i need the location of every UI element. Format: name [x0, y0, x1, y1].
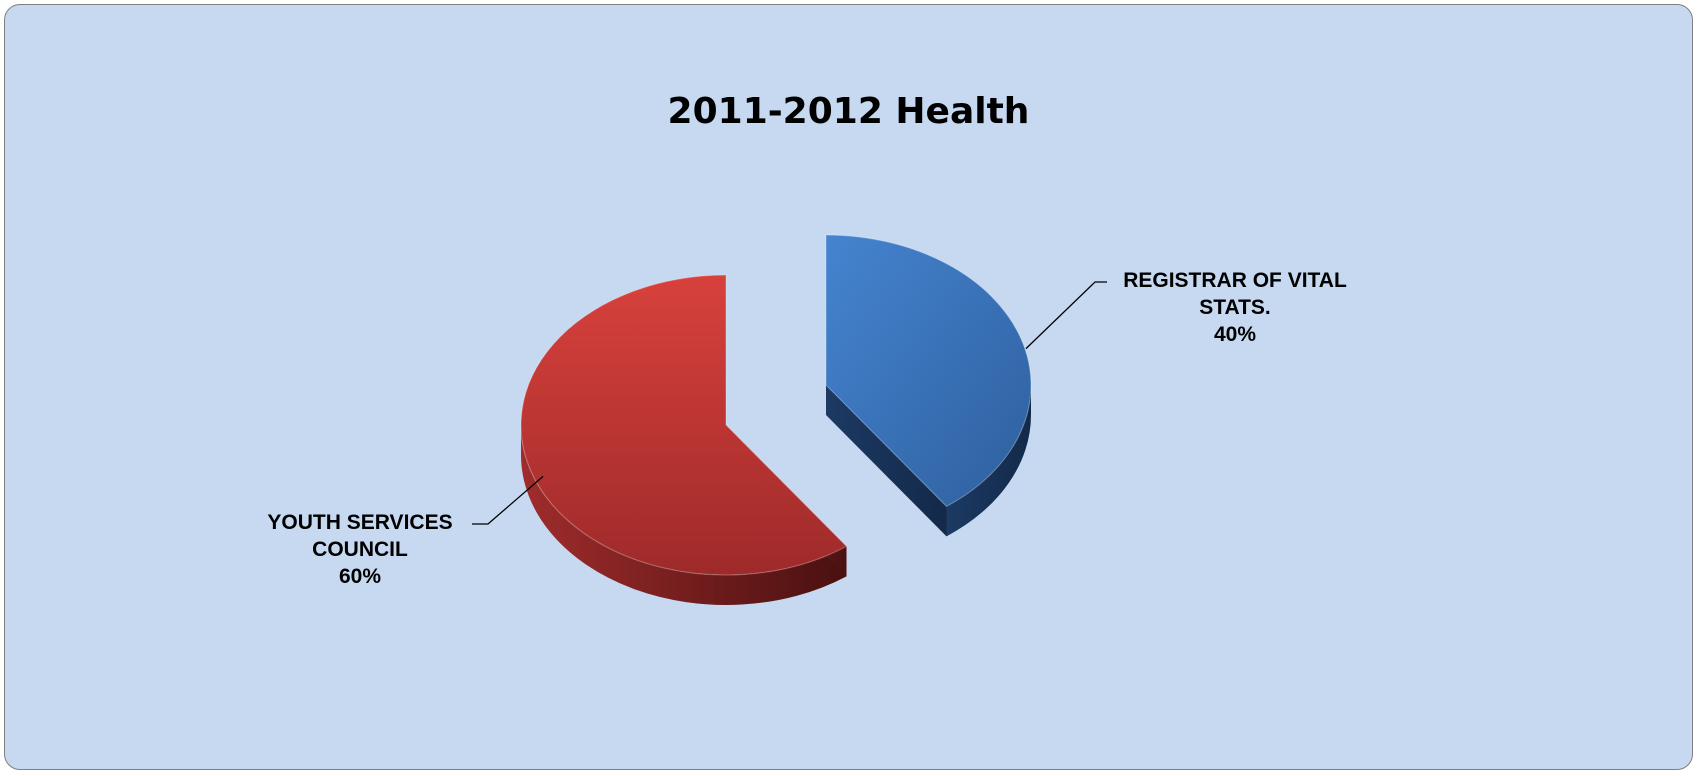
chart-title: 2011-2012 Health — [667, 91, 1030, 132]
slice-top-face — [826, 235, 1031, 507]
slice-label-registrar: REGISTRAR OF VITAL STATS. 40% — [1085, 267, 1385, 348]
slice-label-name-line-2: STATS. — [1199, 296, 1271, 319]
pie-slice-registrar — [825, 234, 1032, 537]
slice-top-edge — [825, 234, 1032, 508]
leader-line-registrar — [1025, 281, 1107, 350]
leader-line-youth-services — [472, 475, 544, 525]
pie-slice-youth-services — [520, 274, 848, 605]
slice-top-edge — [520, 274, 848, 576]
slice-label-percent: 60% — [338, 565, 382, 588]
slice-label-name-line-2: COUNCIL — [312, 538, 408, 561]
slice-outer-side — [946, 385, 1031, 537]
slice-top-face — [520, 275, 847, 575]
pie-chart — [472, 234, 1107, 605]
slice-outer-side — [521, 425, 847, 605]
slice-label-name-line-1: REGISTRAR OF VITAL — [1123, 269, 1347, 292]
slice-label-youth-services: YOUTH SERVICES COUNCIL 60% — [230, 509, 490, 590]
slice-label-name-line-1: YOUTH SERVICES — [267, 511, 453, 534]
slice-cut-face — [826, 385, 947, 537]
chart-area: 2011-2012 Health REGISTRAR OF VITAL — [4, 4, 1693, 770]
slice-label-percent: 40% — [1213, 323, 1257, 346]
